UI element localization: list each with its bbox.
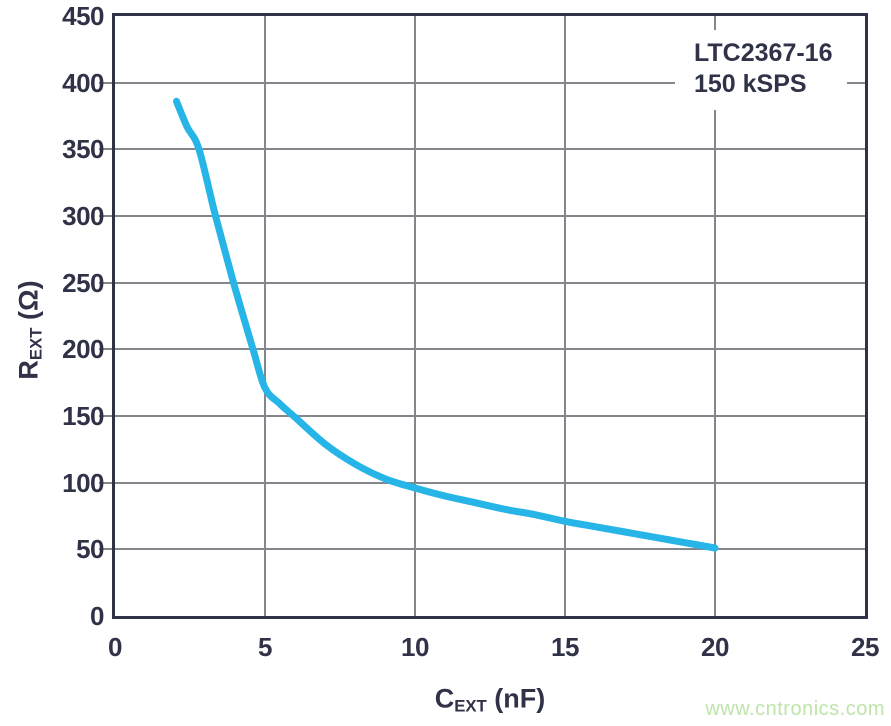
gridline-vertical bbox=[714, 16, 716, 616]
y-tick-label: 350 bbox=[62, 134, 104, 165]
x-tick-label: 15 bbox=[551, 632, 579, 662]
y-axis-tick bbox=[99, 415, 112, 417]
x-axis-title-main: C bbox=[434, 683, 455, 714]
x-axis-title: CEXT (nF) bbox=[435, 684, 546, 717]
y-tick-label: 300 bbox=[62, 201, 104, 231]
x-tick-label: 5 bbox=[258, 632, 272, 662]
annotation-box: LTC2367-16 150 kSPS bbox=[675, 30, 847, 110]
x-tick-label: 20 bbox=[701, 632, 729, 662]
x-axis-title-subscript: EXT bbox=[454, 696, 487, 716]
gridline-vertical bbox=[264, 16, 266, 616]
y-axis-title-subscript: EXT bbox=[26, 327, 46, 361]
y-tick-label: 200 bbox=[62, 334, 104, 365]
y-axis-tick bbox=[99, 548, 112, 551]
gridline-horizontal bbox=[115, 148, 865, 151]
y-axis-tick bbox=[99, 348, 112, 351]
y-axis-tick bbox=[99, 81, 112, 84]
y-axis-title-units: (Ω) bbox=[13, 280, 44, 328]
gridline-horizontal bbox=[115, 281, 865, 284]
annotation-line-1: LTC2367-16 bbox=[694, 39, 833, 67]
curve-svg bbox=[173, 97, 719, 552]
y-tick-label: 0 bbox=[90, 601, 104, 631]
y-tick-label: 150 bbox=[62, 401, 104, 431]
y-axis-tick bbox=[99, 215, 112, 217]
y-tick-label: 250 bbox=[62, 267, 104, 298]
y-tick-label: 100 bbox=[62, 467, 104, 498]
y-axis-tick bbox=[99, 281, 112, 284]
x-tick-label: 10 bbox=[401, 632, 429, 662]
plot-area: LTC2367-16 150 kSPS bbox=[112, 13, 868, 619]
y-axis-title: REXT (Ω) bbox=[14, 280, 47, 379]
y-axis-title-main: R bbox=[13, 360, 44, 380]
gridline-horizontal bbox=[115, 81, 865, 84]
y-axis-tick bbox=[99, 481, 112, 484]
gridline-horizontal bbox=[115, 415, 865, 417]
gridline-horizontal bbox=[115, 481, 865, 484]
gridline-horizontal bbox=[115, 548, 865, 551]
y-tick-label: 450 bbox=[62, 1, 104, 31]
gridline-vertical bbox=[564, 16, 566, 616]
x-tick-label: 25 bbox=[851, 632, 879, 662]
gridline-horizontal bbox=[115, 215, 865, 217]
watermark-text: www.cntronics.com bbox=[705, 698, 885, 720]
x-axis-title-units: (nF) bbox=[486, 683, 546, 714]
x-tick-label: 0 bbox=[108, 632, 122, 662]
gridline-horizontal bbox=[115, 348, 865, 351]
gridline-vertical bbox=[414, 16, 416, 616]
y-tick-label: 50 bbox=[76, 534, 104, 565]
y-tick-label: 400 bbox=[62, 67, 104, 98]
y-axis-tick bbox=[99, 148, 112, 151]
annotation-line-2: 150 kSPS bbox=[694, 70, 807, 98]
series-curve bbox=[173, 97, 719, 552]
